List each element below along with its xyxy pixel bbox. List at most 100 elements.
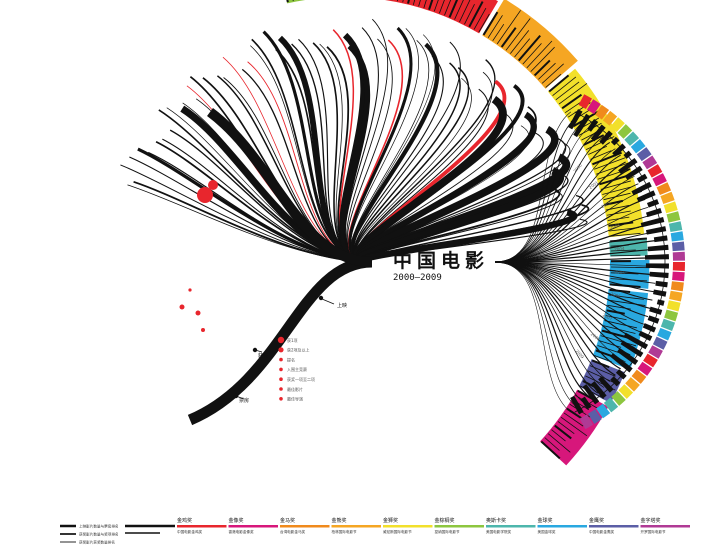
award-bar bbox=[600, 180, 631, 190]
ring-segment bbox=[286, 0, 306, 4]
award-bar bbox=[526, 40, 553, 69]
award-bar bbox=[514, 38, 531, 58]
award-bar bbox=[412, 0, 416, 6]
legend-category-sub: 中国电影金鸡奖 bbox=[177, 529, 203, 534]
award-bar bbox=[517, 34, 541, 62]
award-bar bbox=[656, 299, 665, 306]
year-label: 2003 bbox=[609, 222, 621, 230]
award-bar bbox=[482, 11, 499, 36]
ring-segment bbox=[652, 336, 668, 350]
award-bar bbox=[645, 226, 667, 235]
year-label: 2005 bbox=[614, 269, 625, 275]
award-bar bbox=[624, 165, 643, 180]
legend-category-bar bbox=[486, 525, 536, 528]
ring-segment bbox=[636, 147, 652, 162]
legend-category-sub: 美国金球奖 bbox=[538, 529, 556, 534]
award-bar bbox=[554, 424, 572, 440]
ring-segment bbox=[547, 68, 645, 238]
award-bar bbox=[623, 150, 632, 159]
award-bar bbox=[548, 74, 570, 93]
award-bar bbox=[433, 0, 439, 12]
award-bar bbox=[646, 199, 660, 208]
ring-segment bbox=[630, 139, 646, 154]
award-bar bbox=[612, 143, 626, 157]
award-bar bbox=[649, 306, 663, 315]
award-bar bbox=[608, 221, 634, 227]
legend-category-name: 奥斯卡奖 bbox=[486, 517, 506, 524]
ring-segment bbox=[671, 241, 685, 252]
ring-segment bbox=[670, 231, 684, 242]
year-label: 2002 bbox=[600, 200, 612, 209]
award-dot bbox=[179, 304, 185, 310]
award-bar bbox=[510, 30, 530, 54]
award-bar bbox=[464, 4, 475, 25]
award-bar bbox=[428, 0, 434, 10]
ring-segment bbox=[656, 182, 672, 196]
legend-category-bar bbox=[331, 525, 381, 528]
award-bar bbox=[587, 118, 599, 132]
year-label: 2009 bbox=[575, 349, 586, 360]
award-bar bbox=[610, 376, 621, 387]
legend-text: 获1项 bbox=[287, 337, 298, 343]
white-separator bbox=[83, 13, 266, 401]
award-bar bbox=[563, 412, 584, 427]
legend-category-sub: 戛纳国际电影节 bbox=[435, 529, 461, 534]
award-bar bbox=[620, 340, 644, 358]
award-bar bbox=[605, 315, 627, 321]
ring-segment bbox=[666, 211, 681, 223]
legend-category-name: 金棕榈奖 bbox=[435, 517, 455, 524]
award-bar bbox=[585, 136, 615, 150]
fan-label-boxoffice-text: 票房 bbox=[239, 397, 249, 404]
fan-label-release: 上映 bbox=[318, 295, 347, 309]
year-label: 2001 bbox=[588, 180, 599, 190]
award-bar bbox=[600, 335, 637, 347]
legend-text: 最佳导演 bbox=[287, 396, 303, 402]
ring-segment bbox=[663, 201, 678, 214]
award-bar bbox=[473, 7, 487, 30]
ring-segment bbox=[595, 104, 610, 120]
award-bar bbox=[541, 63, 564, 84]
legend-category-sub: 中国电影金鹰奖 bbox=[589, 529, 615, 534]
legend-category-sub: 开罗国际电影节 bbox=[641, 529, 667, 534]
film-line bbox=[494, 120, 585, 263]
year-label: 2004 bbox=[614, 246, 625, 252]
fan-label-release-text: 上映 bbox=[337, 302, 347, 309]
award-dot bbox=[208, 180, 218, 190]
fan-label-boxoffice: 票房 bbox=[233, 393, 249, 404]
film-line bbox=[207, 107, 373, 267]
award-bar bbox=[478, 13, 490, 33]
award-bar bbox=[638, 330, 653, 341]
legend-category-bar bbox=[434, 525, 484, 528]
award-bar bbox=[545, 73, 562, 88]
legend-category-bar bbox=[228, 525, 278, 528]
award-bar bbox=[487, 15, 503, 39]
ring-segment bbox=[643, 353, 658, 368]
ring-segment bbox=[647, 164, 663, 178]
award-bar bbox=[590, 381, 607, 399]
award-bar bbox=[570, 395, 584, 415]
year-label: 2008 bbox=[590, 332, 601, 342]
film-line bbox=[494, 168, 631, 263]
year-labels: 2000 2001 2002 2003 2004 2005 2006 2007 2008 2009 bbox=[572, 162, 625, 360]
award-bar bbox=[645, 207, 662, 218]
award-bar bbox=[598, 376, 614, 393]
legend-text: 最佳影片 bbox=[287, 386, 303, 392]
award-bar bbox=[610, 254, 641, 257]
award-bar bbox=[610, 272, 639, 275]
award-bar bbox=[623, 332, 649, 350]
legend-dot bbox=[278, 347, 284, 353]
ring-segment bbox=[611, 391, 626, 406]
ring-segment bbox=[670, 281, 684, 292]
ring-segment bbox=[664, 309, 679, 322]
ring-segment bbox=[586, 99, 601, 115]
legend-dot bbox=[277, 336, 285, 344]
film-line bbox=[187, 256, 373, 426]
legend-dot bbox=[279, 377, 283, 382]
right-year-ring bbox=[568, 94, 685, 430]
award-bar bbox=[604, 199, 623, 206]
award-bar bbox=[500, 27, 517, 48]
award-bar bbox=[595, 162, 630, 175]
key-text: 上映影片数量与票房排名 bbox=[79, 524, 119, 529]
legend-category-name: 金马奖 bbox=[280, 517, 295, 524]
award-bar bbox=[407, 0, 410, 4]
